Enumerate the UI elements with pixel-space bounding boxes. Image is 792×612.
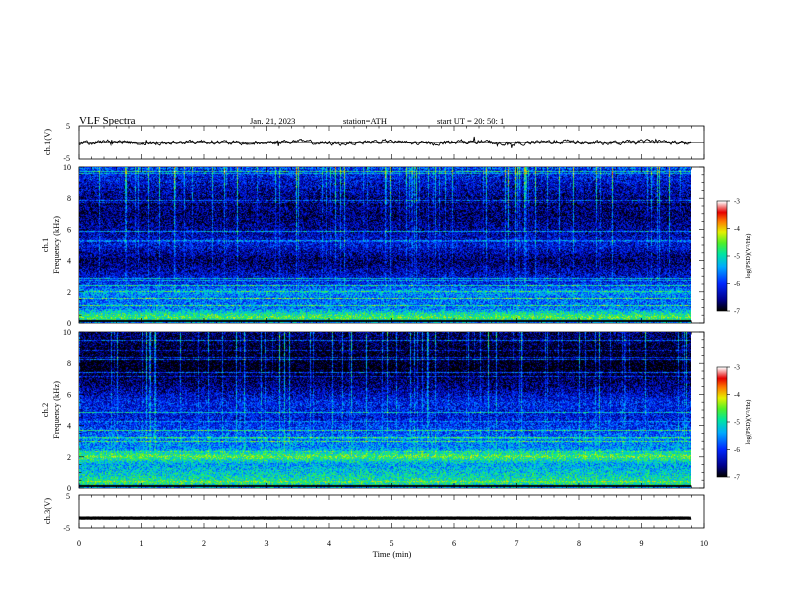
colorbar-tick-label: -5	[734, 419, 740, 427]
y-tick-label: 6	[67, 390, 71, 399]
ch2-colorbar-ticks: -3 -4 -5 -6 -7	[727, 364, 740, 482]
colorbar-tick-label: -5	[734, 253, 740, 261]
y-tick-label: 6	[67, 225, 71, 234]
colorbar-tick-label: -7	[734, 474, 740, 482]
y-tick-label: 0	[67, 484, 71, 493]
x-tick-label: 3	[265, 539, 269, 548]
colorbar-tick-label: -6	[734, 280, 740, 288]
ch2-spectrogram-image	[79, 332, 691, 488]
colorbar-tick-label: -4	[734, 225, 740, 233]
x-tick-label: 1	[140, 539, 144, 548]
ch1-ytick-top: 5	[66, 122, 70, 131]
colorbar-tick-label: -3	[734, 364, 740, 372]
station-label: station=ATH	[343, 116, 387, 126]
ch3-ytick-top: 5	[66, 492, 70, 501]
x-tick-label: 8	[577, 539, 581, 548]
start-time-label: start UT = 20: 50: 1	[437, 116, 504, 126]
x-tick-label: 6	[452, 539, 456, 548]
x-tick-label: 2	[202, 539, 206, 548]
y-tick-label: 2	[67, 453, 71, 462]
ch2-spectrogram-ytick-labels: 0 2 4 6 8 10	[63, 328, 71, 493]
ch1-channel-label: ch.1	[40, 238, 50, 252]
ch1-colorbar-gradient	[717, 201, 727, 311]
time-axis-tick-labels: 0 1 2 3 4 5 6 7 8 9 10	[77, 539, 708, 548]
ch1-frequency-ylabel: Frequency (kHz)	[51, 216, 61, 274]
x-tick-label: 5	[390, 539, 394, 548]
ch1-waveform-trace	[78, 136, 692, 148]
y-tick-label: 0	[67, 319, 71, 328]
colorbar-tick-label: -3	[734, 198, 740, 206]
y-tick-label: 8	[67, 359, 71, 368]
y-tick-label: 8	[67, 194, 71, 203]
ch1-waveform-panel: 5 -5 ch.1(V)	[42, 122, 705, 163]
ch2-colorbar-gradient	[717, 367, 727, 477]
ch1-spectrogram-panel: 0 2 4 6 8 10 ch.1 Frequency (kHz)	[40, 163, 705, 328]
ch2-spectrogram-ticks	[78, 331, 705, 489]
x-tick-label: 7	[515, 539, 519, 548]
ch3-x-ticks	[78, 495, 705, 528]
colorbar-tick-label: -6	[734, 446, 740, 454]
ch3-waveform-panel: 5 -5 ch.3(V)	[42, 492, 705, 533]
x-tick-label: 0	[77, 539, 81, 548]
x-tick-label: 10	[700, 539, 708, 548]
ch1-colorbar-ticks: -3 -4 -5 -6 -7	[727, 198, 740, 316]
ch1-ytick-bottom: -5	[63, 154, 70, 163]
y-tick-label: 10	[63, 328, 71, 337]
y-tick-label: 4	[67, 422, 71, 431]
y-tick-label: 10	[63, 163, 71, 172]
y-tick-label: 2	[67, 288, 71, 297]
ch1-waveform-ylabel: ch.1(V)	[42, 129, 52, 155]
ch1-spectrogram-image	[79, 167, 691, 323]
date-label: Jan. 21, 2023	[250, 116, 295, 126]
colorbar-tick-label: -4	[734, 391, 740, 399]
ch1-spectrogram-ticks	[78, 166, 705, 324]
figure-title: VLF Spectra	[79, 115, 136, 127]
ch2-colorbar: -3 -4 -5 -6 -7 log(PSD)(V²/Hz)	[716, 364, 752, 482]
ch1-spectrogram-ytick-labels: 0 2 4 6 8 10	[63, 163, 71, 328]
ch2-spectrogram-panel: 0 2 4 6 8 10 ch.2 Frequency (kHz)	[40, 328, 705, 493]
y-tick-label: 4	[67, 257, 71, 266]
ch2-frequency-ylabel: Frequency (kHz)	[51, 381, 61, 439]
x-tick-label: 9	[640, 539, 644, 548]
x-tick-label: 4	[327, 539, 331, 548]
ch3-ytick-bottom: -5	[63, 524, 70, 533]
colorbar-tick-label: -7	[734, 308, 740, 316]
ch2-channel-label: ch.2	[40, 403, 50, 417]
ch3-waveform-ylabel: ch.3(V)	[42, 498, 52, 524]
ch1-x-ticks	[78, 126, 705, 159]
time-axis-label: Time (min)	[373, 549, 412, 559]
ch1-colorbar-label: log(PSD)(V²/Hz)	[745, 234, 752, 279]
ch2-colorbar-label: log(PSD)(V²/Hz)	[745, 400, 752, 445]
ch1-colorbar: -3 -4 -5 -6 -7 log(PSD)(V²/Hz)	[716, 198, 752, 316]
